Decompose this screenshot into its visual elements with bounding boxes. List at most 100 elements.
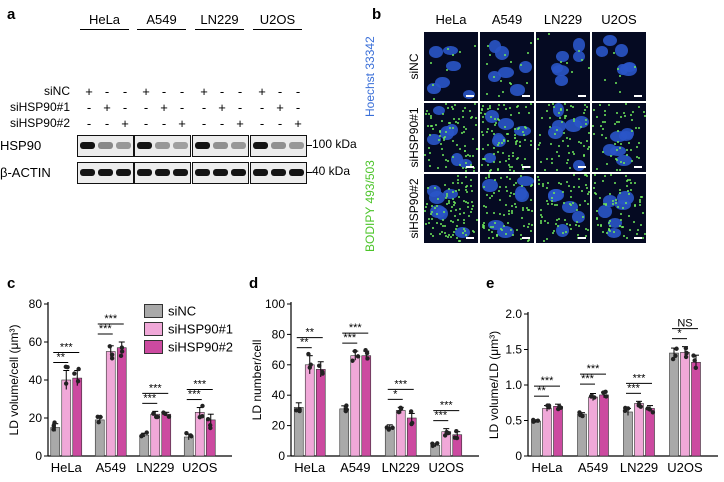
lipid-droplet xyxy=(483,224,486,227)
lipid-droplet xyxy=(453,214,456,217)
lipid-droplet xyxy=(484,177,487,180)
lipid-droplet xyxy=(558,218,561,221)
nucleus xyxy=(445,123,458,137)
scale-bar xyxy=(522,95,530,97)
lipid-droplet xyxy=(440,120,443,123)
data-point xyxy=(350,358,355,363)
lipid-droplet xyxy=(465,190,468,193)
lipid-droplet xyxy=(529,198,532,201)
data-point xyxy=(51,423,56,428)
lipid-droplet xyxy=(560,109,563,112)
lipid-droplet xyxy=(519,237,522,240)
data-point xyxy=(650,410,656,415)
bodipy-label: BODIPY 493/503 xyxy=(363,160,377,252)
lipid-droplet xyxy=(470,201,473,204)
lipid-droplet xyxy=(578,204,581,207)
lipid-droplet xyxy=(529,42,532,44)
blot-band xyxy=(231,169,246,176)
lipid-droplet xyxy=(600,125,603,127)
lipid-droplet xyxy=(464,167,467,170)
blot-strip xyxy=(250,162,307,184)
lipid-droplet xyxy=(463,149,466,152)
lipid-droplet xyxy=(456,121,459,124)
scale-bar xyxy=(466,166,474,168)
lipid-droplet xyxy=(560,61,563,64)
y-tick-label: 40 xyxy=(29,373,43,387)
lipid-droplet xyxy=(507,221,510,224)
lipid-droplet xyxy=(512,154,515,157)
lipid-droplet xyxy=(604,120,607,123)
lipid-droplet xyxy=(521,185,524,188)
lipid-droplet xyxy=(425,110,428,113)
lipid-droplet xyxy=(524,139,527,142)
data-point xyxy=(645,406,650,411)
lipid-droplet xyxy=(458,240,461,243)
lipid-droplet xyxy=(457,218,460,221)
nucleus xyxy=(427,82,441,95)
treatment-sign: - xyxy=(104,84,110,99)
lipid-droplet xyxy=(517,157,520,160)
x-tick-label: LN229 xyxy=(620,460,658,475)
lipid-droplet xyxy=(487,143,490,146)
lipid-droplet xyxy=(487,107,490,110)
lipid-droplet xyxy=(551,162,554,165)
lipid-droplet xyxy=(576,221,579,224)
lipid-droplet xyxy=(500,177,503,180)
y-tick-label: 20 xyxy=(29,411,43,425)
lipid-droplet xyxy=(447,159,450,162)
lipid-droplet xyxy=(458,207,461,210)
lipid-droplet xyxy=(594,193,597,196)
treatment-sign: - xyxy=(277,84,283,99)
y-tick-label: 0 xyxy=(278,449,285,463)
lipid-droplet xyxy=(426,186,429,189)
lipid-droplet xyxy=(613,122,616,125)
bar xyxy=(304,364,315,457)
lipid-droplet xyxy=(463,228,466,231)
lipid-droplet xyxy=(428,159,431,162)
nucleus xyxy=(552,120,567,132)
lipid-droplet xyxy=(451,191,454,194)
micrograph-tile xyxy=(480,103,534,172)
lipid-droplet xyxy=(530,103,533,106)
lipid-droplet xyxy=(449,236,452,239)
data-point xyxy=(306,351,311,357)
data-point xyxy=(320,369,325,375)
lipid-droplet xyxy=(617,130,619,133)
lipid-droplet xyxy=(602,121,605,124)
y-tick-label: 60 xyxy=(272,358,286,372)
lipid-droplet xyxy=(493,160,496,163)
lipid-droplet xyxy=(570,71,573,74)
lipid-droplet xyxy=(545,199,548,202)
lipid-droplet xyxy=(635,126,638,129)
significance-label: *** xyxy=(143,392,157,404)
y-axis-label: LD number/cell xyxy=(250,340,264,421)
lipid-droplet xyxy=(430,61,433,64)
lipid-droplet xyxy=(504,185,507,188)
data-point xyxy=(670,356,676,362)
data-point xyxy=(166,414,172,419)
lipid-droplet xyxy=(562,132,565,135)
lipid-droplet xyxy=(630,119,633,122)
lipid-droplet xyxy=(434,124,437,127)
data-point xyxy=(76,366,81,372)
nucleus xyxy=(609,130,627,142)
lipid-droplet xyxy=(630,113,633,116)
lipid-droplet xyxy=(515,229,518,232)
lipid-droplet xyxy=(584,235,587,238)
blot-band xyxy=(231,142,246,149)
lipid-droplet xyxy=(445,103,448,106)
lipid-droplet xyxy=(456,181,459,184)
treatment-sign: - xyxy=(143,116,149,131)
data-point xyxy=(51,427,56,432)
lipid-droplet xyxy=(482,116,485,119)
nucleus xyxy=(428,45,443,58)
significance-label: * xyxy=(393,388,398,400)
lipid-droplet xyxy=(510,229,512,232)
lipid-droplet xyxy=(593,174,596,177)
lipid-droplet xyxy=(584,228,587,231)
lipid-droplet xyxy=(506,189,509,192)
blot-band xyxy=(173,142,188,149)
lipid-droplet xyxy=(495,121,498,124)
lipid-droplet xyxy=(585,174,588,177)
lipid-droplet xyxy=(629,228,632,231)
